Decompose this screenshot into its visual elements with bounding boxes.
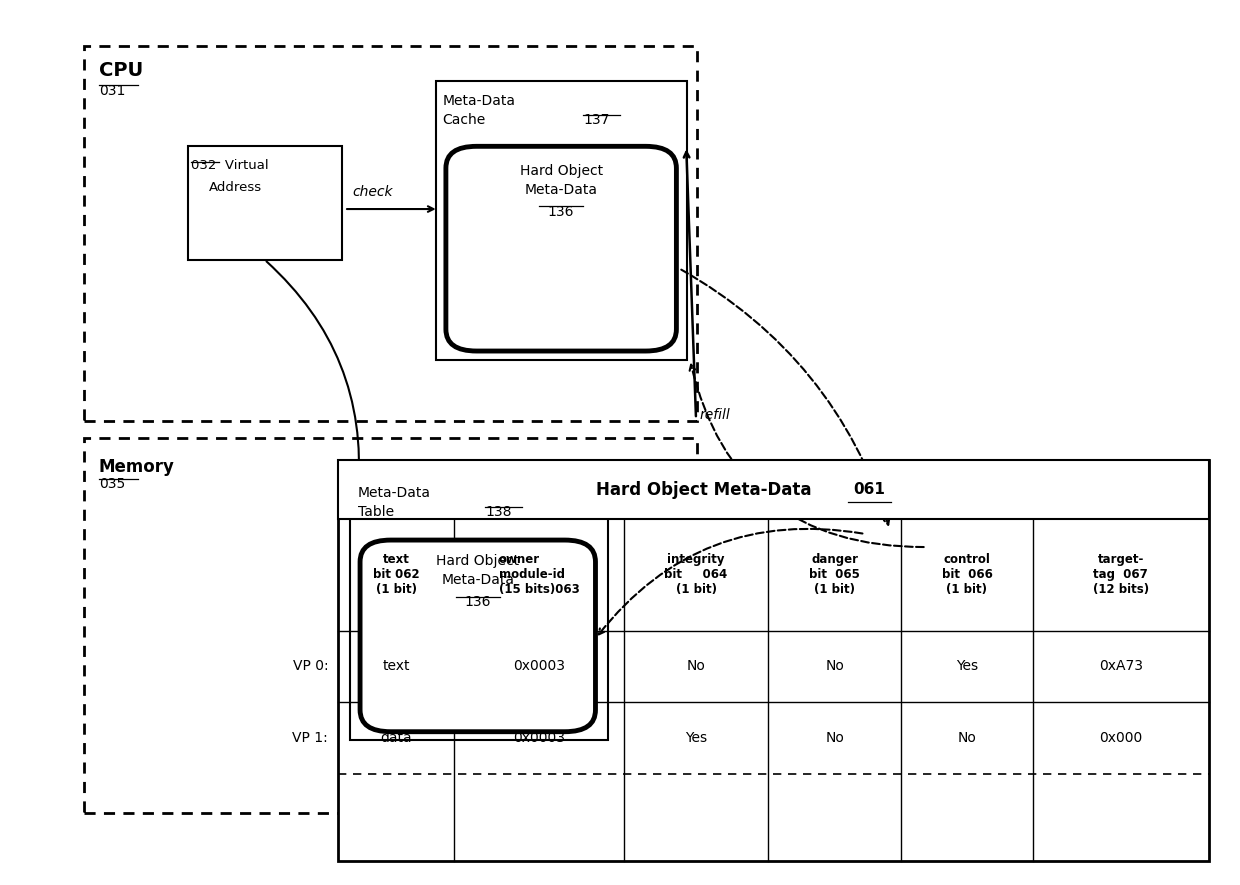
Text: refill: refill: [699, 408, 730, 421]
Text: No: No: [825, 731, 844, 745]
Text: control
bit  066
(1 bit): control bit 066 (1 bit): [941, 553, 992, 596]
Text: No: No: [825, 659, 844, 673]
Text: Address: Address: [210, 181, 263, 194]
Text: CPU: CPU: [99, 61, 143, 80]
FancyBboxPatch shape: [436, 81, 687, 359]
Text: check: check: [352, 185, 393, 198]
Text: Yes: Yes: [956, 659, 978, 673]
FancyBboxPatch shape: [84, 438, 697, 812]
Text: Table: Table: [357, 505, 394, 519]
Text: danger
bit  065
(1 bit): danger bit 065 (1 bit): [810, 553, 861, 596]
Text: Meta-Data: Meta-Data: [443, 94, 515, 108]
Text: Meta-Data: Meta-Data: [357, 486, 430, 500]
Text: No: No: [687, 659, 706, 673]
Text: VP 0:: VP 0:: [293, 659, 329, 673]
Text: 035: 035: [99, 477, 125, 491]
Text: data: data: [381, 731, 412, 745]
Text: target-
tag  067
(12 bits): target- tag 067 (12 bits): [1092, 553, 1149, 596]
Text: 0x0003: 0x0003: [513, 731, 565, 745]
Text: 0x000: 0x000: [1099, 731, 1142, 745]
Text: 0xA73: 0xA73: [1099, 659, 1143, 673]
Text: 138: 138: [485, 505, 512, 519]
Text: Meta-Data: Meta-Data: [525, 183, 598, 196]
FancyBboxPatch shape: [350, 474, 608, 741]
Text: 136: 136: [548, 204, 574, 219]
Text: 061: 061: [853, 482, 885, 497]
Text: owner
module-id
(15 bits)063: owner module-id (15 bits)063: [498, 553, 579, 596]
Text: 136: 136: [465, 595, 491, 609]
FancyBboxPatch shape: [188, 146, 342, 259]
Text: Memory: Memory: [99, 458, 175, 476]
Text: No: No: [957, 731, 976, 745]
FancyBboxPatch shape: [339, 460, 1209, 519]
Text: Hard Object Meta-Data: Hard Object Meta-Data: [596, 481, 811, 498]
Text: text: text: [382, 659, 410, 673]
Text: 032  Virtual: 032 Virtual: [191, 159, 269, 173]
Text: Meta-Data: Meta-Data: [441, 573, 515, 587]
Text: 137: 137: [583, 113, 610, 127]
Text: integrity
bit     064
(1 bit): integrity bit 064 (1 bit): [665, 553, 728, 596]
Text: text
bit 062
(1 bit): text bit 062 (1 bit): [373, 553, 419, 596]
Text: Yes: Yes: [684, 731, 707, 745]
FancyBboxPatch shape: [84, 46, 697, 420]
FancyBboxPatch shape: [360, 540, 595, 732]
Text: 0x0003: 0x0003: [513, 659, 565, 673]
Text: Cache: Cache: [443, 113, 486, 127]
Text: 031: 031: [99, 83, 125, 97]
FancyBboxPatch shape: [339, 460, 1209, 860]
Text: Hard Object: Hard Object: [436, 554, 520, 568]
Text: Hard Object: Hard Object: [520, 164, 603, 178]
Text: VP 1:: VP 1:: [293, 731, 329, 745]
FancyBboxPatch shape: [446, 146, 676, 351]
